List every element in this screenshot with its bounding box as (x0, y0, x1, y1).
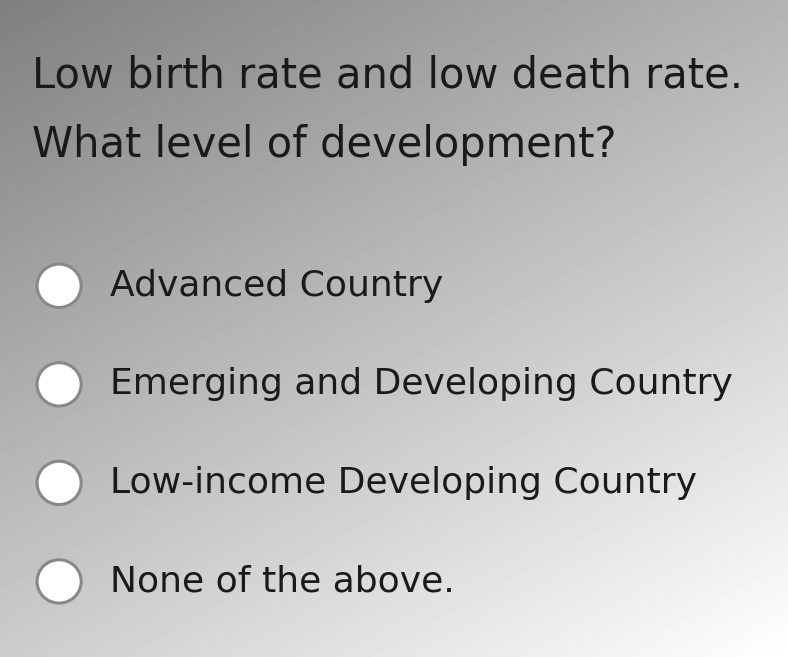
Text: Low-income Developing Country: Low-income Developing Country (110, 466, 697, 500)
Text: Advanced Country: Advanced Country (110, 269, 444, 303)
Text: None of the above.: None of the above. (110, 564, 455, 599)
Ellipse shape (37, 363, 81, 406)
Text: Emerging and Developing Country: Emerging and Developing Country (110, 367, 733, 401)
Ellipse shape (37, 461, 81, 505)
Text: Low birth rate and low death rate.: Low birth rate and low death rate. (32, 55, 742, 97)
Ellipse shape (37, 264, 81, 307)
Ellipse shape (37, 560, 81, 603)
Text: What level of development?: What level of development? (32, 124, 616, 166)
